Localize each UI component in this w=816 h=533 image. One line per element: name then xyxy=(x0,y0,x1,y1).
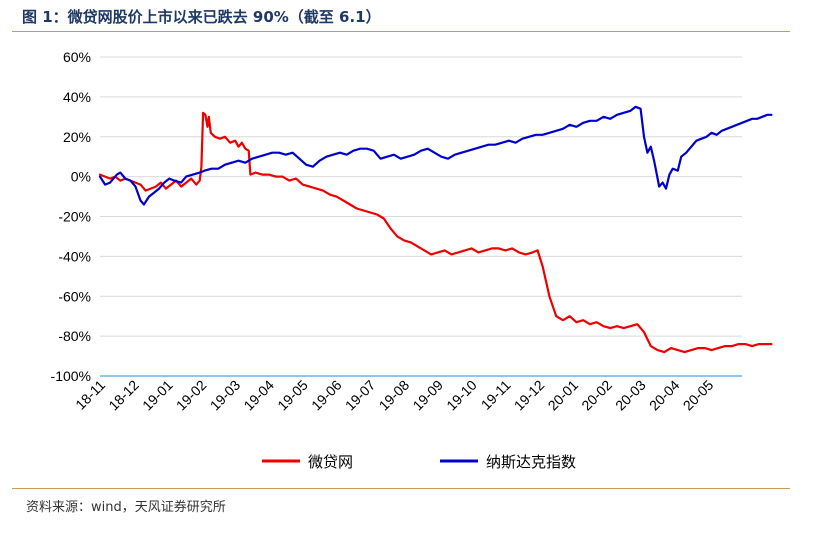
x-tick-label: 20-03 xyxy=(612,377,649,414)
x-tick-label: 19-04 xyxy=(240,377,277,414)
y-tick-label: 40% xyxy=(63,89,91,105)
x-tick-label: 19-07 xyxy=(342,377,379,414)
x-tick-label: 19-08 xyxy=(376,377,413,414)
x-tick-label: 20-02 xyxy=(578,377,615,414)
source-divider xyxy=(12,488,790,489)
x-tick-label: 19-10 xyxy=(443,377,480,414)
x-tick-label: 19-11 xyxy=(478,377,514,413)
x-tick-label: 19-05 xyxy=(274,377,311,414)
series-lines xyxy=(98,105,773,354)
x-tick-label: 19-03 xyxy=(207,377,244,414)
series-line-1 xyxy=(98,105,773,206)
x-tick-label: 20-04 xyxy=(646,377,683,414)
legend-label: 微贷网 xyxy=(308,453,353,471)
y-tick-label: -20% xyxy=(58,209,91,225)
x-tick-label: 20-05 xyxy=(680,377,717,414)
series-line-0 xyxy=(98,111,773,354)
y-tick-label: -60% xyxy=(58,288,91,304)
y-axis-ticks: -100% -80% -60% -40% -20% 0% 20% 40% 60% xyxy=(51,49,91,384)
x-tick-label: 19-02 xyxy=(173,377,210,414)
y-tick-label: 20% xyxy=(63,129,91,145)
x-tick-label: 19-06 xyxy=(308,377,345,414)
x-tick-label: 18-12 xyxy=(105,377,142,414)
gridlines xyxy=(100,56,742,377)
x-tick-label: 20-01 xyxy=(545,377,582,414)
x-tick-label: 19-09 xyxy=(409,377,446,414)
line-chart: -100% -80% -60% -40% -20% 0% 20% 40% 60% 18-1118… xyxy=(51,49,773,471)
y-tick-label: 60% xyxy=(63,49,91,65)
legend: 微贷网 纳斯达克指数 xyxy=(262,453,576,471)
x-tick-label: 19-01 xyxy=(139,377,176,414)
y-tick-label: -40% xyxy=(58,248,91,264)
y-tick-label: -80% xyxy=(58,328,91,344)
y-tick-label: -100% xyxy=(51,368,91,384)
x-axis-ticks: 18-1118-1219-0119-0219-0319-0419-0519-06… xyxy=(72,377,716,414)
title-divider xyxy=(12,31,790,32)
source-note: 资料来源：wind，天风证券研究所 xyxy=(26,500,226,515)
chart-title: 图 1：微贷网股价上市以来已跌去 90%（截至 6.1） xyxy=(22,8,381,26)
y-tick-label: 0% xyxy=(71,169,91,185)
legend-label: 纳斯达克指数 xyxy=(486,453,576,471)
x-tick-label: 19-12 xyxy=(511,377,548,414)
